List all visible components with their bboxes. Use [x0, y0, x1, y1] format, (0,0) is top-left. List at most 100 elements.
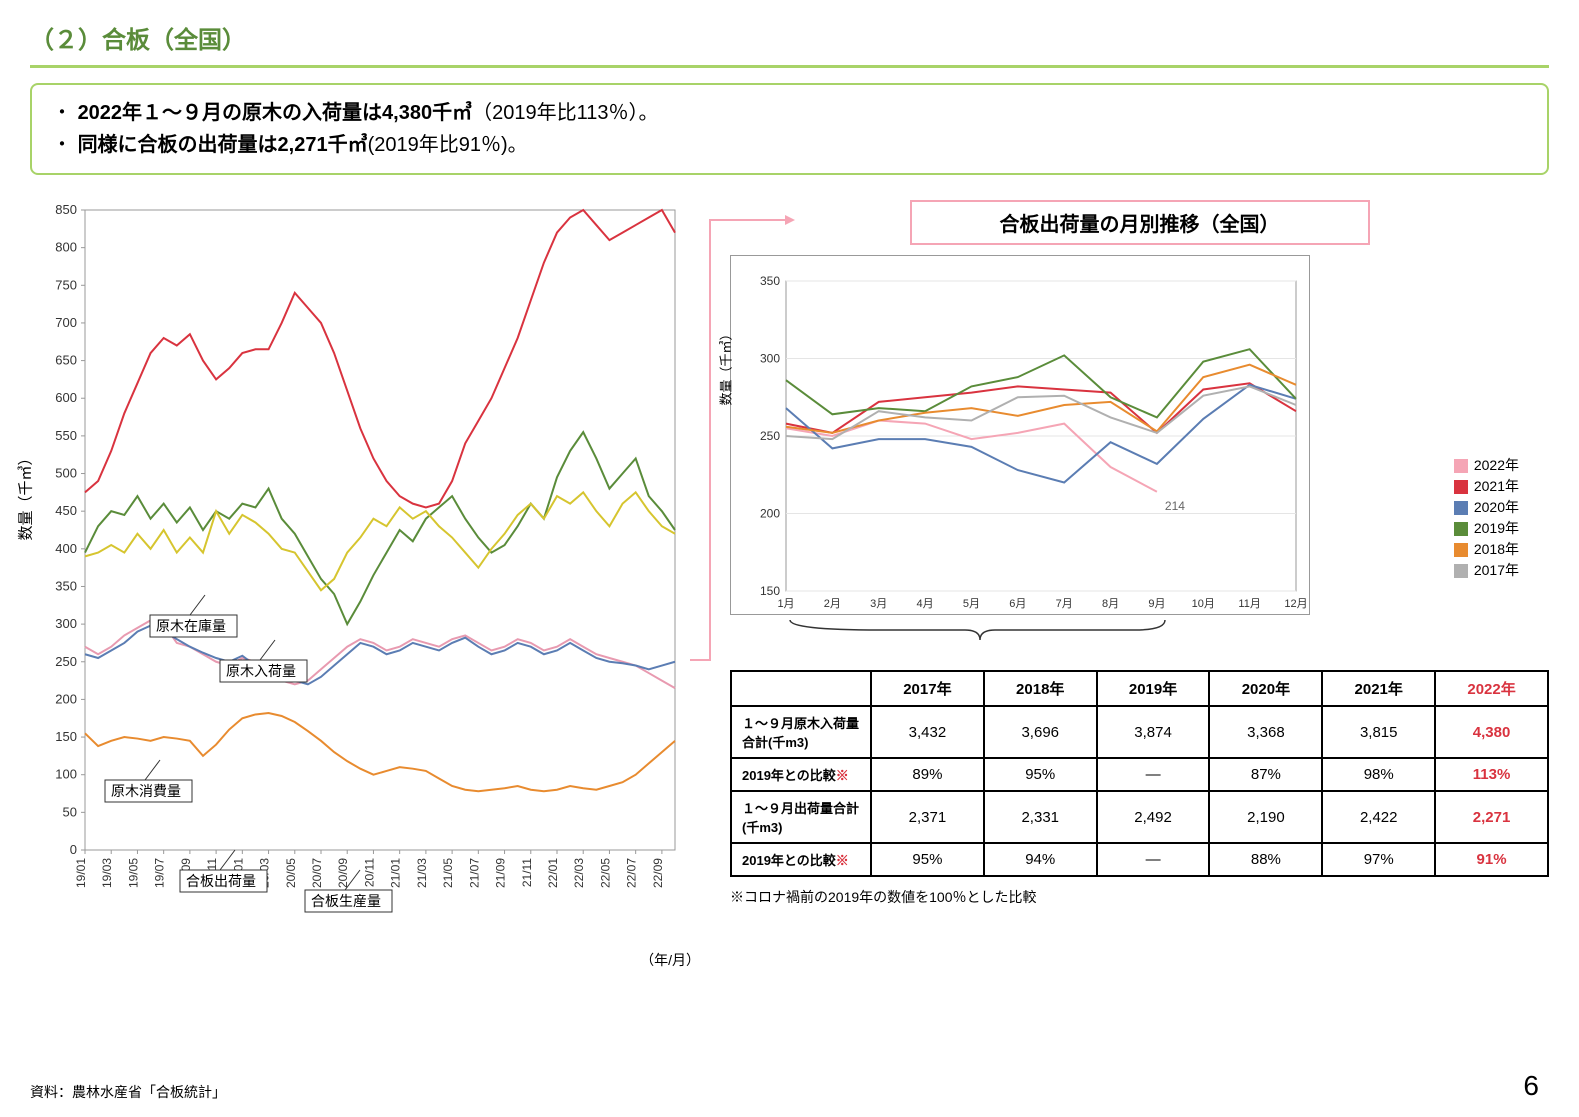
sub-chart: 1502002503003501月2月3月4月5月6月7月8月9月10月11月1…: [730, 255, 1310, 615]
svg-text:700: 700: [55, 315, 77, 330]
legend-item: 2017年: [1454, 560, 1519, 581]
data-table: 2017年2018年2019年2020年2021年2022年１～９月原木入荷量合…: [730, 670, 1549, 877]
table-cell: 95%: [871, 843, 984, 876]
table-cell: ―: [1097, 843, 1210, 876]
legend-item: 2018年: [1454, 539, 1519, 560]
table-cell: 94%: [984, 843, 1097, 876]
svg-text:600: 600: [55, 390, 77, 405]
table-cell: 97%: [1322, 843, 1435, 876]
summary-line2-strong: 同様に合板の出荷量は2,271千㎥: [78, 134, 368, 156]
table-cell: 98%: [1322, 758, 1435, 791]
svg-text:21/07: 21/07: [467, 858, 481, 888]
svg-text:800: 800: [55, 240, 77, 255]
svg-text:0: 0: [70, 842, 77, 857]
table-cell: 4,380: [1435, 706, 1548, 758]
svg-text:11月: 11月: [1238, 598, 1260, 610]
table-header: [731, 671, 871, 706]
svg-text:19/01: 19/01: [74, 858, 88, 888]
content-row: 0501001502002503003504004505005506006507…: [30, 200, 1549, 970]
summary-line1-suffix: （2019年比113％）。: [472, 102, 658, 124]
svg-text:21/05: 21/05: [441, 858, 455, 888]
table-row-header: 2019年との比較※: [731, 843, 871, 876]
main-chart: 0501001502002503003504004505005506006507…: [30, 200, 690, 950]
svg-text:合板出荷量: 合板出荷量: [186, 873, 256, 889]
svg-text:21/03: 21/03: [415, 858, 429, 888]
table-cell: 2,271: [1435, 791, 1548, 843]
svg-text:250: 250: [55, 654, 77, 669]
table-cell: 2,371: [871, 791, 984, 843]
page-number: 6: [1523, 1070, 1539, 1102]
source-note: 資料：農林水産省「合板統計」: [30, 1082, 226, 1102]
svg-text:22/01: 22/01: [546, 858, 560, 888]
svg-text:22/07: 22/07: [625, 858, 639, 888]
brace-icon: [785, 615, 1215, 645]
svg-text:10月: 10月: [1192, 598, 1215, 610]
table-cell: 3,368: [1209, 706, 1322, 758]
sub-chart-title: 合板出荷量の月別推移（全国）: [910, 200, 1370, 245]
table-header: 2020年: [1209, 671, 1322, 706]
sub-chart-legend: 2022年2021年2020年2019年2018年2017年: [1454, 455, 1519, 581]
svg-text:150: 150: [55, 729, 77, 744]
table-cell: 2,422: [1322, 791, 1435, 843]
sub-chart-ylabel: 数量（千㎥）: [716, 327, 735, 405]
svg-text:200: 200: [760, 507, 780, 521]
table-cell: 91%: [1435, 843, 1548, 876]
table-header: 2021年: [1322, 671, 1435, 706]
svg-text:19/07: 19/07: [153, 858, 167, 888]
table-header: 2022年: [1435, 671, 1548, 706]
svg-text:150: 150: [760, 584, 780, 598]
table-cell: 2,492: [1097, 791, 1210, 843]
table-row-header: 2019年との比較※: [731, 758, 871, 791]
svg-text:原木在庫量: 原木在庫量: [156, 618, 226, 634]
main-chart-column: 0501001502002503003504004505005506006507…: [30, 200, 710, 970]
svg-text:550: 550: [55, 428, 77, 443]
svg-text:6月: 6月: [1009, 598, 1026, 610]
svg-text:原木消費量: 原木消費量: [111, 783, 181, 799]
table-cell: 3,696: [984, 706, 1097, 758]
svg-text:7月: 7月: [1056, 598, 1073, 610]
table-cell: 2,331: [984, 791, 1097, 843]
svg-text:22/09: 22/09: [651, 858, 665, 888]
table-cell: 87%: [1209, 758, 1322, 791]
svg-text:21/11: 21/11: [520, 858, 534, 887]
svg-text:20/11: 20/11: [362, 858, 376, 887]
svg-text:21/01: 21/01: [389, 858, 403, 888]
table-cell: 3,874: [1097, 706, 1210, 758]
svg-text:5月: 5月: [963, 598, 980, 610]
table-cell: 113%: [1435, 758, 1548, 791]
section-title: （２）合板（全国）: [30, 20, 1549, 55]
table-cell: ―: [1097, 758, 1210, 791]
summary-box: ・ 2022年１～９月の原木の入荷量は4,380千㎥（2019年比113％）。 …: [30, 83, 1549, 175]
table-cell: 2,190: [1209, 791, 1322, 843]
summary-line1-strong: 2022年１～９月の原木の入荷量は4,380千㎥: [78, 102, 473, 124]
svg-text:750: 750: [55, 277, 77, 292]
svg-text:350: 350: [760, 274, 780, 288]
svg-text:214: 214: [1165, 499, 1185, 513]
svg-text:400: 400: [55, 541, 77, 556]
table-header: 2019年: [1097, 671, 1210, 706]
svg-text:20/09: 20/09: [336, 858, 350, 888]
table-cell: 88%: [1209, 843, 1322, 876]
main-chart-ylabel: 数量（千㎥）: [15, 450, 36, 540]
table-row-header: １～９月出荷量合計(千m3): [731, 791, 871, 843]
table-header: 2018年: [984, 671, 1097, 706]
legend-item: 2021年: [1454, 476, 1519, 497]
svg-text:12月: 12月: [1284, 598, 1307, 610]
svg-text:20/07: 20/07: [310, 858, 324, 888]
svg-text:50: 50: [63, 804, 77, 819]
svg-text:22/03: 22/03: [572, 858, 586, 888]
svg-text:9月: 9月: [1148, 598, 1165, 610]
svg-text:650: 650: [55, 353, 77, 368]
svg-text:3月: 3月: [870, 598, 887, 610]
title-underline: [30, 65, 1549, 68]
svg-text:原木入荷量: 原木入荷量: [226, 663, 296, 679]
svg-text:450: 450: [55, 503, 77, 518]
legend-item: 2022年: [1454, 455, 1519, 476]
table-row-header: １～９月原木入荷量合計(千m3): [731, 706, 871, 758]
svg-text:300: 300: [760, 352, 780, 366]
table-footnote: ※コロナ禍前の2019年の数値を100％とした比較: [730, 887, 1549, 907]
svg-text:4月: 4月: [917, 598, 934, 610]
svg-text:20/05: 20/05: [284, 858, 298, 888]
svg-text:850: 850: [55, 202, 77, 217]
table-cell: 95%: [984, 758, 1097, 791]
